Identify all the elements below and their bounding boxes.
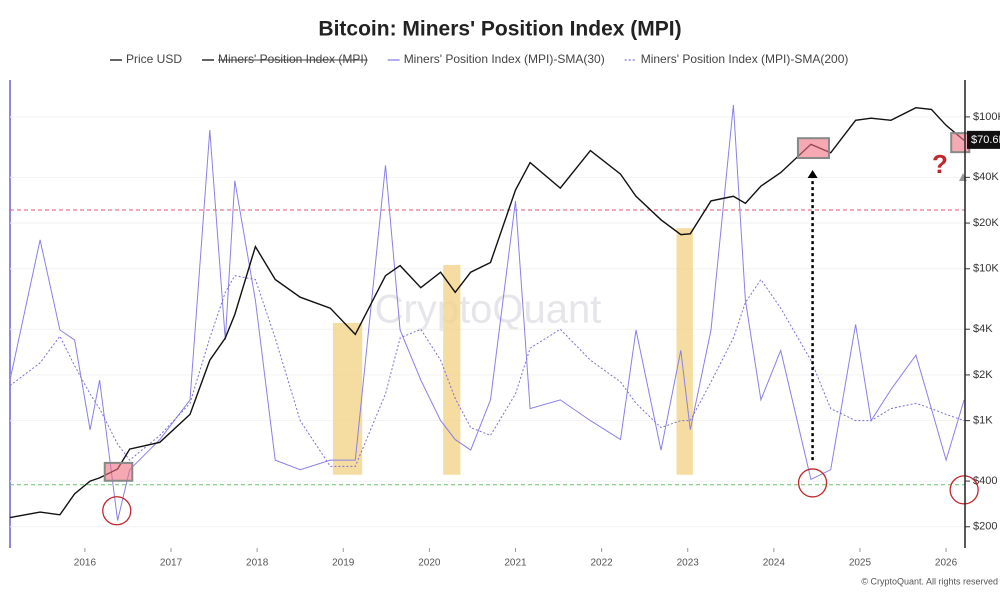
current-price-box	[967, 130, 1000, 149]
circle-marker	[102, 496, 132, 526]
highlight-band	[332, 322, 363, 475]
legend-label[interactable]: Miners' Position Index (MPI)	[218, 52, 368, 66]
legend-label[interactable]: Miners' Position Index (MPI)-SMA(200)	[641, 52, 849, 66]
current-price-label: $70.6K	[971, 134, 1000, 146]
footer: © CryptoQuant. All rights reserved	[861, 576, 998, 586]
red-box	[103, 461, 134, 482]
y-tick-label: $2K	[973, 369, 993, 381]
y-tick-label: $400	[973, 475, 997, 487]
y-tick-label: $4K	[973, 323, 993, 335]
x-tick-label: 2026	[935, 558, 958, 569]
series-line	[9, 275, 965, 467]
red-box	[950, 132, 971, 154]
x-tick-label: 2017	[160, 558, 183, 569]
series-line	[9, 104, 965, 521]
x-tick-label: 2020	[418, 558, 441, 569]
y-tick-label: $20K	[973, 217, 999, 229]
highlight-band	[676, 228, 693, 475]
legend-label[interactable]: Price USD	[126, 52, 182, 66]
y-tick-label: $100K	[973, 111, 1000, 123]
legend-label[interactable]: Miners' Position Index (MPI)-SMA(30)	[404, 52, 605, 66]
x-tick-label: 2021	[504, 558, 527, 569]
watermark: CryptoQuant	[375, 288, 602, 332]
highlight-band	[443, 264, 461, 475]
chart-title: Bitcoin: Miners' Position Index (MPI)	[318, 18, 681, 41]
x-tick-label: 2025	[849, 558, 872, 569]
circle-marker	[797, 468, 828, 498]
x-tick-label: 2018	[246, 558, 269, 569]
arrow-head	[807, 170, 818, 179]
y-tick-label: $40K	[973, 171, 999, 183]
y-tick-label: $10K	[973, 263, 999, 275]
circle-marker	[949, 475, 979, 505]
x-tick-label: 2022	[590, 558, 613, 569]
x-tick-label: 2016	[74, 558, 97, 569]
x-tick-label: 2023	[677, 558, 700, 569]
y-tick-label: $200	[973, 521, 997, 533]
x-tick-label: 2019	[332, 558, 355, 569]
red-box	[796, 137, 830, 160]
y-tick-label: $1K	[973, 415, 993, 427]
x-tick-label: 2024	[763, 558, 786, 569]
question-mark: ?	[932, 149, 948, 179]
